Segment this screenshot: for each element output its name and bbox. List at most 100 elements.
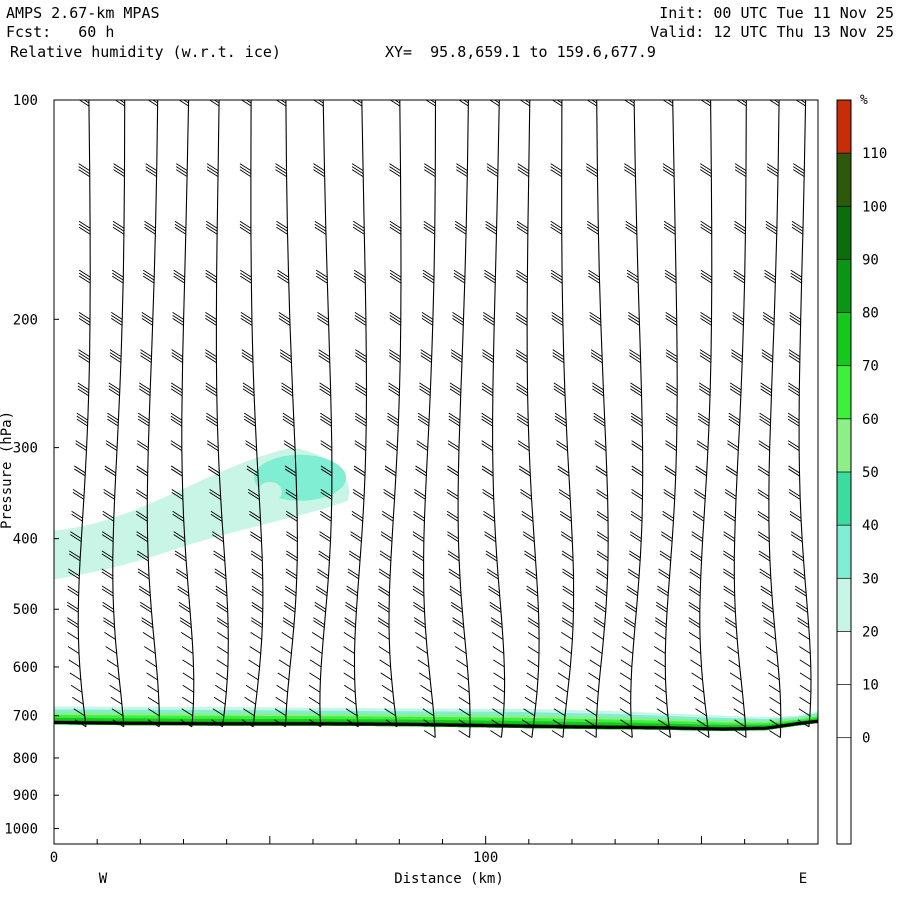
wind-barb-flag bbox=[449, 388, 462, 397]
wind-barb-flag bbox=[768, 684, 781, 693]
wind-barb-flag bbox=[691, 534, 703, 543]
wind-barb-flag bbox=[279, 352, 292, 360]
wind-barb-flag bbox=[517, 440, 530, 448]
wind-barb-flag bbox=[251, 604, 264, 613]
wind-barb-flag bbox=[78, 269, 91, 278]
wind-barb-flag bbox=[725, 632, 738, 640]
y-axis-label: Pressure (hPa) bbox=[0, 411, 15, 529]
wind-barb-flag bbox=[486, 169, 499, 177]
wind-barb-flag bbox=[769, 730, 781, 738]
wind-barb-flag bbox=[727, 440, 739, 448]
wind-barb-flag bbox=[620, 659, 633, 668]
wind-barb-flag bbox=[788, 388, 800, 397]
wind-barb-flag bbox=[764, 272, 776, 281]
wind-barb-flag bbox=[760, 382, 772, 391]
wind-barb-flag bbox=[354, 311, 367, 320]
wind-barb-flag bbox=[146, 672, 158, 681]
wind-barb-flag bbox=[665, 352, 678, 360]
wind-barb-flag bbox=[515, 349, 528, 357]
wind-barb-flag bbox=[422, 708, 435, 717]
wind-barb-flag bbox=[68, 568, 80, 577]
wind-barb-flag bbox=[516, 382, 528, 391]
wind-barb-flag bbox=[700, 163, 712, 171]
wind-barb-flag bbox=[77, 385, 90, 394]
wind-barb-flag bbox=[700, 169, 712, 177]
colorbar-label: 40 bbox=[862, 518, 879, 534]
wind-barb-flag bbox=[481, 412, 493, 421]
wind-barb-flag bbox=[791, 226, 804, 235]
wind-barb-flag bbox=[355, 412, 367, 421]
wind-barb-flag bbox=[421, 314, 434, 323]
wind-barb-flag bbox=[453, 632, 466, 640]
wind-barb-flag bbox=[728, 418, 740, 427]
wind-barb-flag bbox=[593, 415, 605, 424]
wind-barb-flag bbox=[788, 355, 801, 363]
wind-barb-flag bbox=[384, 708, 396, 717]
colorbar-band bbox=[837, 418, 851, 472]
wind-barb-flag bbox=[319, 534, 331, 543]
wind-barb-flag bbox=[107, 418, 119, 427]
wind-barb-flag bbox=[552, 349, 564, 357]
wind-barb-flag bbox=[449, 585, 462, 594]
wind-barb-flag bbox=[562, 601, 574, 610]
wind-barb-flag bbox=[78, 317, 91, 326]
wind-barb-flag bbox=[286, 550, 298, 559]
wind-barb-flag bbox=[589, 317, 601, 326]
wind-barb-flag bbox=[561, 553, 574, 562]
wind-barb-flag bbox=[525, 684, 538, 693]
wind-barb-flag bbox=[245, 684, 258, 693]
wind-barb-flag bbox=[659, 550, 672, 559]
wind-barb-column bbox=[388, 100, 402, 727]
wind-barb-flag bbox=[789, 513, 802, 522]
wind-barb-flag bbox=[627, 571, 640, 580]
axes: 100 200 300 400 500 600 700 800 900 1000 0 100 Dista… bbox=[0, 93, 807, 887]
wind-barb-flag bbox=[379, 659, 391, 668]
wind-barb-flag bbox=[447, 531, 459, 540]
wind-barb-flag bbox=[592, 388, 604, 397]
wind-barb-flag bbox=[700, 226, 712, 235]
wind-barb-flag bbox=[67, 585, 79, 594]
wind-barb-flag bbox=[630, 534, 642, 543]
wind-barb-flag bbox=[447, 443, 460, 451]
wind-barb-flag bbox=[105, 440, 118, 448]
wind-barb-flag bbox=[515, 352, 528, 360]
wind-barb-flag bbox=[77, 382, 90, 391]
header-init-time: Init: 00 UTC Tue 11 Nov 25 bbox=[659, 4, 894, 22]
wind-barb-flag bbox=[695, 468, 707, 477]
wind-barb-flag bbox=[136, 468, 148, 477]
wind-barb-flag bbox=[723, 571, 735, 580]
wind-barb-flag bbox=[216, 659, 229, 668]
wind-barb-flag bbox=[625, 226, 637, 235]
wind-barb-flag bbox=[626, 588, 639, 597]
wind-barb-flag bbox=[78, 352, 90, 360]
wind-barb-flag bbox=[740, 100, 747, 104]
wind-barb-flag bbox=[412, 534, 425, 543]
wind-barb-flag bbox=[551, 311, 564, 320]
wind-barb-flag bbox=[110, 696, 123, 705]
colorbar-label: 10 bbox=[862, 678, 879, 694]
wind-barb-flag bbox=[696, 440, 709, 448]
wind-barb-flag bbox=[790, 269, 802, 278]
wind-barb-flag bbox=[799, 672, 812, 681]
wind-barb-flag bbox=[481, 418, 493, 427]
wind-barb-flag bbox=[319, 382, 331, 391]
wind-barb-flag bbox=[624, 166, 636, 174]
wind-barb-flag bbox=[792, 550, 804, 559]
wind-barb-flag bbox=[320, 418, 332, 427]
wind-barb-flag bbox=[415, 468, 427, 477]
wind-barb-flag bbox=[101, 568, 114, 577]
wind-barb-flag bbox=[101, 585, 114, 594]
wind-barb-flag bbox=[318, 355, 330, 363]
wind-barb-flag bbox=[485, 220, 497, 229]
wind-barb-flag bbox=[552, 355, 564, 363]
wind-barb-flag bbox=[422, 272, 435, 281]
colorbar-label: 20 bbox=[862, 624, 879, 640]
wind-barb-flag bbox=[493, 659, 505, 668]
wind-barb-flag bbox=[456, 659, 468, 668]
wind-barb-flag bbox=[382, 696, 395, 705]
wind-barb-flag bbox=[379, 553, 392, 562]
wind-barb-flag bbox=[700, 272, 713, 281]
wind-barb-flag bbox=[241, 352, 254, 360]
wind-barb-flag bbox=[319, 388, 331, 397]
wind-barb-flag bbox=[67, 588, 79, 597]
